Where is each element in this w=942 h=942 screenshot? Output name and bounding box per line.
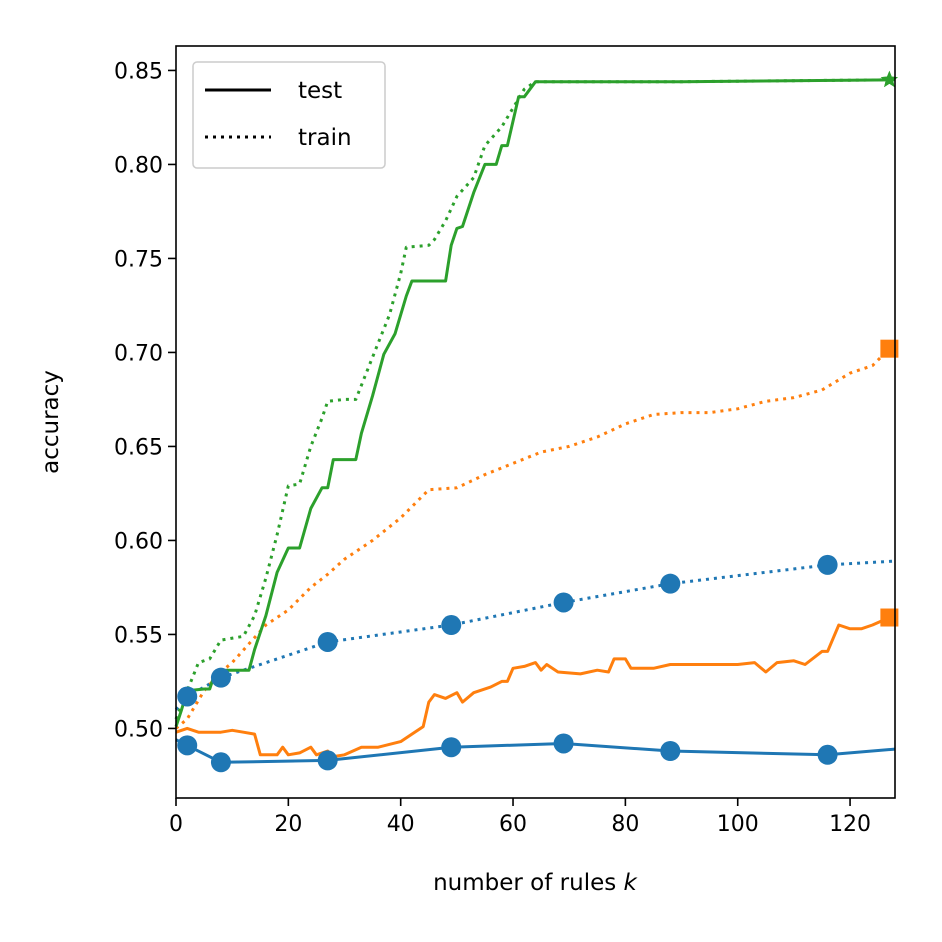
y-tick-label: 0.85	[114, 59, 163, 84]
blue-train-marker	[317, 631, 338, 652]
x-tick-label: 20	[274, 812, 302, 837]
x-axis: 0 20 40 60 80 100 120	[169, 798, 871, 837]
y-tick-label: 0.70	[114, 341, 163, 366]
series-layer	[174, 78, 896, 764]
y-axis: 0.50 0.55 0.60 0.65 0.70 0.75 0.80 0.85	[114, 59, 176, 742]
legend-box	[192, 61, 386, 169]
green-train-line	[174, 78, 896, 720]
x-axis-label: number of rules k	[433, 870, 638, 896]
green-test-line	[174, 78, 896, 728]
x-tick-label: 0	[169, 812, 183, 837]
x-tick-label: 80	[611, 812, 639, 837]
plot-frame	[175, 45, 896, 799]
blue-test-marker	[660, 741, 681, 761]
blue-test-marker	[177, 735, 198, 756]
orange-train-line	[175, 347, 891, 730]
y-tick-label: 0.60	[114, 529, 163, 554]
blue-train-marker	[553, 592, 574, 613]
blue-train-marker	[817, 554, 838, 575]
blue-train-marker	[210, 667, 231, 688]
y-tick-label: 0.65	[114, 435, 163, 460]
y-tick-label: 0.55	[114, 623, 163, 648]
y-axis-label: accuracy	[38, 370, 64, 474]
blue-train-marker	[660, 573, 681, 594]
orange-test-marker	[880, 608, 899, 627]
orange-test-line	[175, 616, 891, 759]
blue-train-marker	[441, 615, 462, 636]
x-tick-label: 60	[499, 812, 527, 837]
x-axis-label-text: number of rules	[433, 870, 616, 896]
x-tick-label: 120	[829, 812, 871, 837]
legend-label-test: test	[298, 78, 342, 104]
blue-train-marker	[177, 686, 198, 707]
plot-area	[174, 45, 899, 799]
x-tick-label: 40	[387, 812, 415, 837]
legend-label-train: train	[298, 125, 352, 151]
x-tick-label: 100	[717, 812, 759, 837]
blue-test-marker	[210, 752, 231, 773]
y-tick-label: 0.80	[114, 153, 163, 178]
marker-layer	[177, 70, 899, 773]
blue-test-marker	[317, 750, 338, 771]
y-tick-label: 0.50	[114, 717, 163, 742]
legend: test train	[192, 61, 386, 169]
x-axis-label-variable: k	[624, 870, 639, 896]
blue-test-marker	[553, 733, 574, 754]
orange-train-marker	[880, 339, 899, 358]
plot-background	[176, 46, 895, 798]
blue-test-marker	[817, 744, 838, 765]
y-tick-label: 0.75	[114, 247, 163, 272]
green-train-marker	[880, 70, 898, 88]
blue-test-marker	[441, 737, 462, 758]
